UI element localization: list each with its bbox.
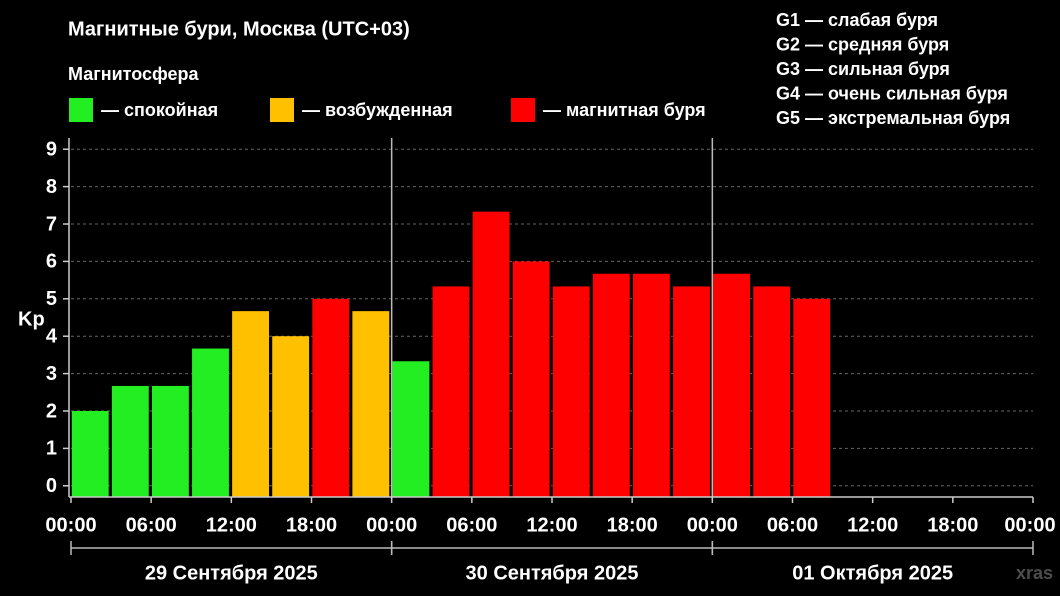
- x-tick-label: 00:00: [45, 514, 96, 536]
- y-tick-label: 4: [46, 325, 58, 347]
- y-axis-label: Kp: [18, 308, 45, 330]
- y-tick-label: 0: [46, 475, 57, 497]
- chart-title: Магнитные бури, Москва (UTC+03): [68, 18, 410, 40]
- bar: [632, 273, 670, 497]
- bar: [71, 410, 109, 497]
- y-tick-label: 3: [46, 363, 57, 385]
- bar: [512, 261, 550, 497]
- legend-title: Магнитосфера: [68, 64, 200, 84]
- bar: [472, 211, 510, 497]
- y-tick-label: 7: [46, 213, 57, 235]
- legend-swatch: [270, 98, 294, 122]
- storm-scale-label: G3 — сильная буря: [776, 59, 950, 79]
- bar: [673, 286, 710, 497]
- y-tick-label: 6: [46, 251, 57, 273]
- bar: [392, 361, 430, 497]
- legend-swatch: [69, 98, 93, 122]
- y-tick-label: 1: [46, 438, 57, 460]
- legend-swatch: [511, 98, 535, 122]
- storm-scale-label: G5 — экстремальная буря: [776, 108, 1010, 128]
- legend-label: — магнитная буря: [543, 100, 706, 120]
- day-label: 01 Октября 2025: [792, 562, 953, 584]
- day-label: 30 Сентября 2025: [466, 562, 639, 584]
- y-tick-label: 2: [46, 400, 57, 422]
- bar: [753, 286, 791, 497]
- storm-scale-label: G4 — очень сильная буря: [776, 83, 1008, 103]
- x-tick-label: 06:00: [767, 514, 818, 536]
- x-tick-label: 06:00: [446, 514, 497, 536]
- watermark: xras: [1016, 563, 1053, 583]
- storm-scale-label: G2 — средняя буря: [776, 34, 949, 54]
- bar: [272, 336, 310, 497]
- x-tick-label: 12:00: [206, 514, 257, 536]
- bar: [793, 298, 831, 497]
- bar: [552, 286, 590, 497]
- x-tick-label: 12:00: [847, 514, 898, 536]
- x-tick-label: 00:00: [687, 514, 738, 536]
- x-tick-label: 12:00: [526, 514, 577, 536]
- storm-scale-label: G1 — слабая буря: [776, 10, 938, 30]
- bar: [312, 298, 350, 497]
- x-tick-label: 00:00: [366, 514, 417, 536]
- bar: [432, 286, 470, 497]
- x-tick-label: 18:00: [927, 514, 978, 536]
- bar: [151, 385, 189, 497]
- legend-label: — возбужденная: [302, 100, 453, 120]
- bar: [352, 311, 390, 497]
- y-tick-label: 5: [46, 288, 57, 310]
- day-label: 29 Сентября 2025: [145, 562, 318, 584]
- x-tick-label: 06:00: [126, 514, 177, 536]
- bar: [232, 311, 270, 497]
- x-tick-label: 18:00: [286, 514, 337, 536]
- bar: [592, 273, 630, 497]
- y-tick-label: 8: [46, 176, 57, 198]
- bar: [192, 348, 229, 497]
- x-tick-label: 18:00: [607, 514, 658, 536]
- bar: [111, 385, 149, 497]
- y-tick-label: 9: [46, 139, 57, 161]
- x-tick-label: 00:00: [1004, 514, 1055, 536]
- bar: [713, 273, 751, 497]
- legend-label: — спокойная: [101, 100, 218, 120]
